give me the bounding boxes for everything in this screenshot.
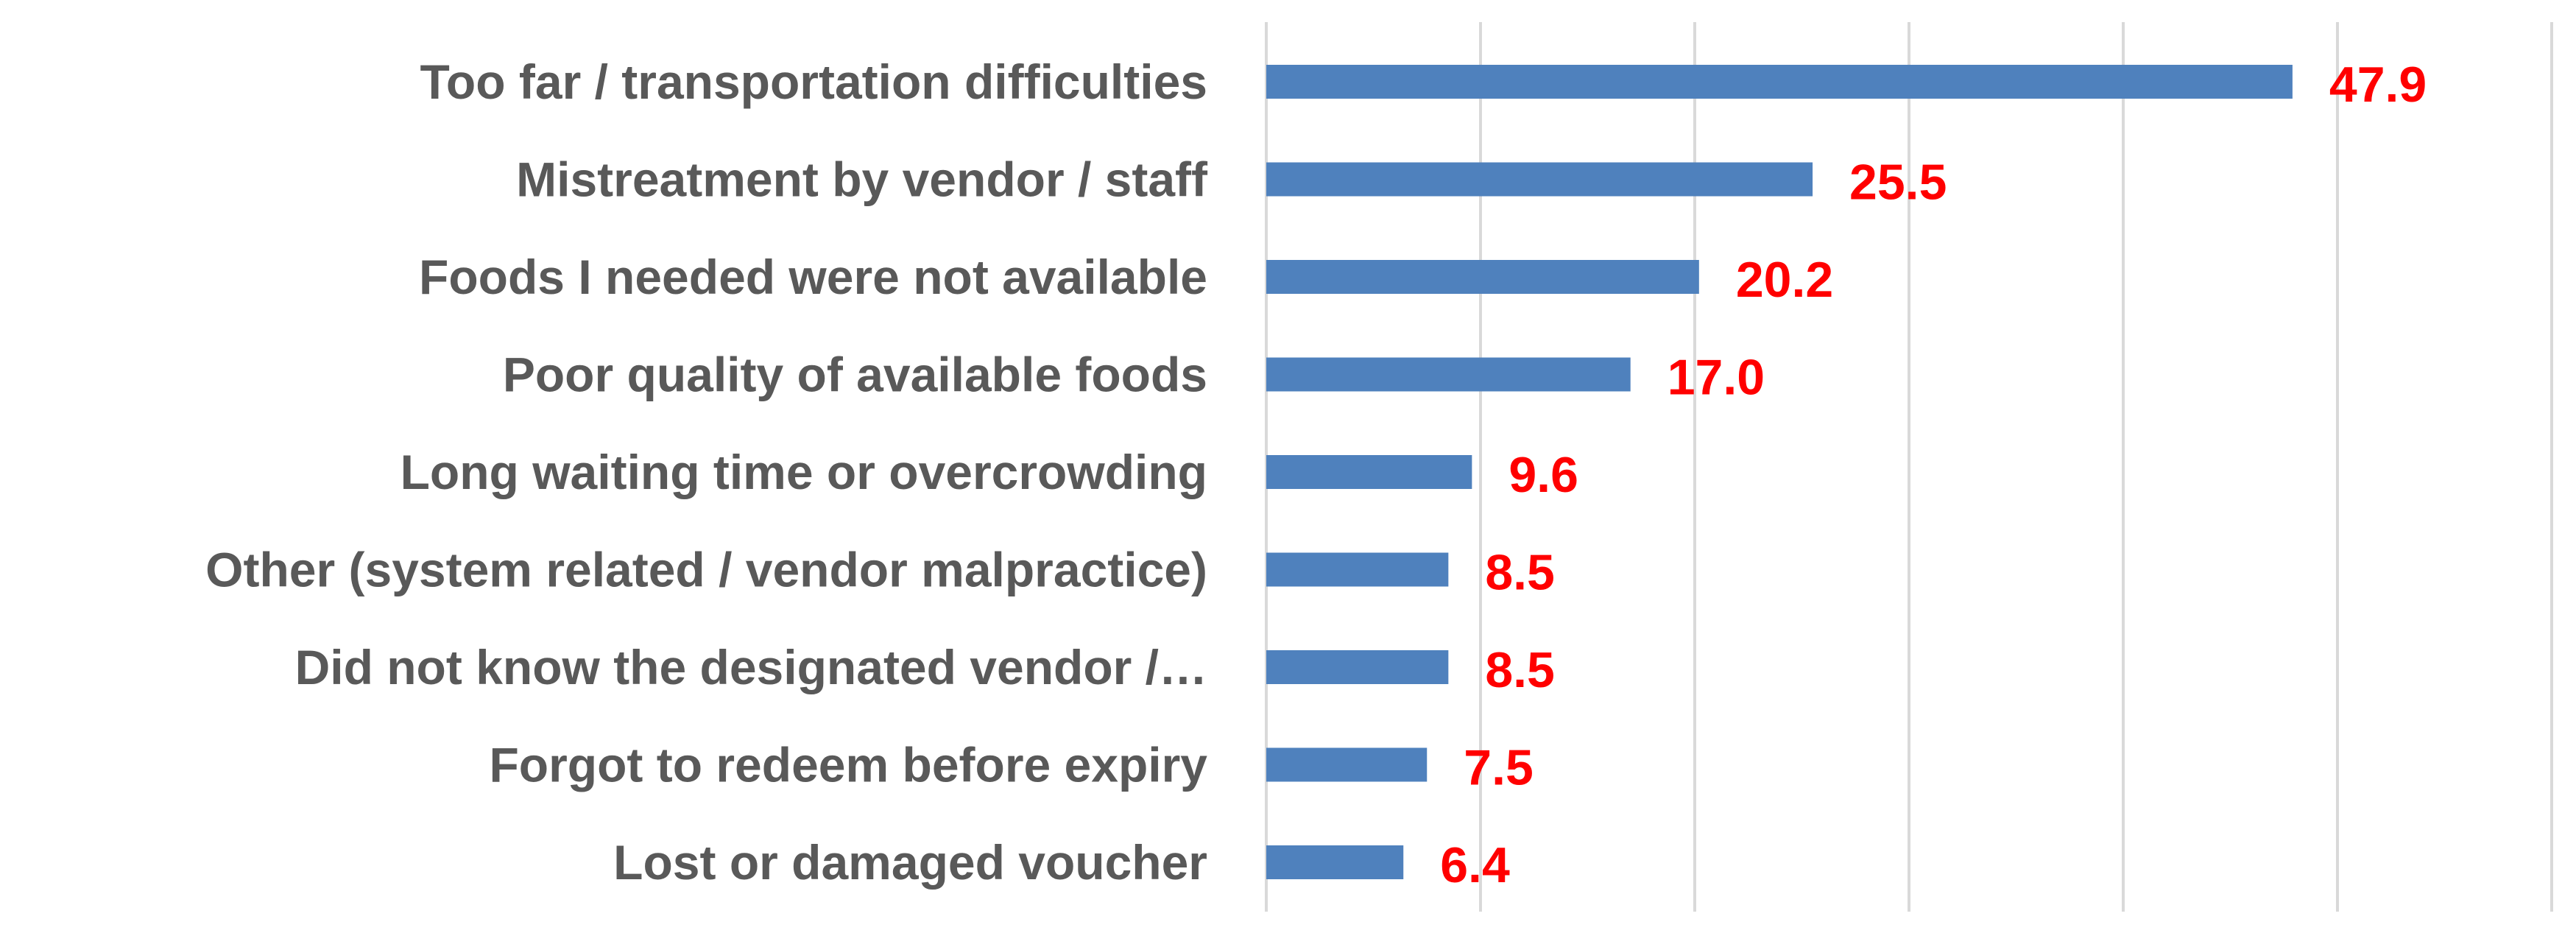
data-label-8: 7.5 xyxy=(1464,740,1534,796)
data-label-7: 8.5 xyxy=(1485,642,1555,698)
bar-3 xyxy=(1266,260,1699,294)
category-labels: Too far / transportation difficulties Mis… xyxy=(205,54,1208,890)
category-label-8: Forgot to redeem before expiry xyxy=(489,738,1207,792)
data-labels: 47.9 25.5 20.2 17.0 9.6 8.5 8.5 7.5 6.4 xyxy=(1440,57,2427,893)
bar-6 xyxy=(1266,552,1449,587)
bar-7 xyxy=(1266,650,1449,684)
data-label-2: 25.5 xyxy=(1849,155,1947,211)
data-label-5: 9.6 xyxy=(1508,447,1578,503)
category-label-7: Did not know the designated vendor /… xyxy=(295,640,1207,694)
bar-9 xyxy=(1266,845,1404,879)
data-label-9: 6.4 xyxy=(1440,837,1510,893)
data-label-1: 47.9 xyxy=(2329,57,2427,113)
bar-1 xyxy=(1266,65,2293,99)
data-label-3: 20.2 xyxy=(1736,252,1833,308)
bar-2 xyxy=(1266,162,1813,197)
category-label-6: Other (system related / vendor malpracti… xyxy=(205,543,1207,597)
bar-5 xyxy=(1266,455,1472,489)
category-label-3: Foods I needed were not available xyxy=(419,250,1207,304)
category-label-2: Mistreatment by vendor / staff xyxy=(516,152,1208,207)
category-label-4: Poor quality of available foods xyxy=(503,348,1207,402)
category-label-1: Too far / transportation difficulties xyxy=(420,54,1207,109)
bars xyxy=(1266,65,2293,879)
data-label-4: 17.0 xyxy=(1668,350,1765,406)
category-label-5: Long waiting time or overcrowding xyxy=(400,445,1207,499)
bar-8 xyxy=(1266,747,1428,782)
bar-4 xyxy=(1266,357,1631,392)
category-label-9: Lost or damaged voucher xyxy=(613,835,1207,890)
data-label-6: 8.5 xyxy=(1485,545,1555,601)
